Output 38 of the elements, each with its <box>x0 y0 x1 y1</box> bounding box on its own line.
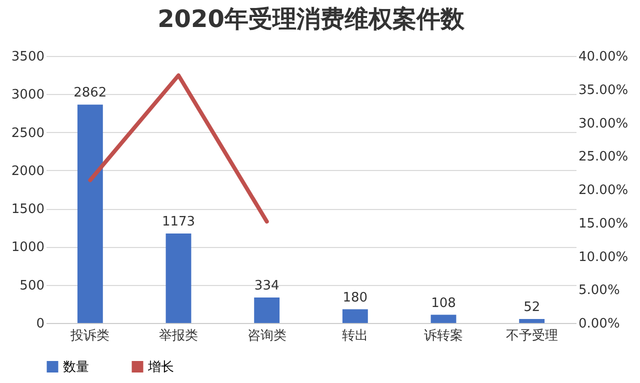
y-tick-label: 500 <box>20 278 44 294</box>
x-tick-label: 诉转案 <box>424 328 463 344</box>
y-tick-label: 2500 <box>11 126 44 141</box>
data-label: 108 <box>431 296 456 311</box>
chart-title: 2020年受理消费维权案件数 <box>158 5 466 33</box>
x-tick-label: 不予受理 <box>506 328 558 344</box>
bar <box>166 234 192 323</box>
x-tick-label: 投诉类 <box>70 328 110 344</box>
y-tick-label: 1000 <box>11 240 44 256</box>
y2-tick-label: 20.00% <box>578 183 628 198</box>
legend-label: 数量 <box>63 360 89 375</box>
legend-label: 增长 <box>147 360 174 375</box>
data-label: 1173 <box>162 214 196 230</box>
bar <box>342 309 368 323</box>
bar <box>77 104 103 323</box>
data-label: 180 <box>342 290 368 306</box>
y-tick-label: 3500 <box>11 50 44 64</box>
y-tick-label: 2000 <box>11 164 44 179</box>
x-tick-label: 转出 <box>342 328 368 344</box>
y2-tick-label: 30.00% <box>578 116 628 132</box>
y2-tick-label: 0.00% <box>578 316 620 332</box>
y2-tick-label: 10.00% <box>578 250 628 265</box>
data-label: 334 <box>254 278 280 294</box>
y-tick-label: 3000 <box>11 88 44 103</box>
bar <box>430 314 456 323</box>
y2-tick-label: 35.00% <box>578 82 628 98</box>
bar <box>519 319 545 323</box>
y-tick-label: 0 <box>36 316 44 332</box>
x-tick-label: 举报类 <box>159 328 198 344</box>
data-label: 52 <box>524 300 540 316</box>
bar <box>254 298 280 323</box>
y-tick-label: 1500 <box>11 202 44 218</box>
data-label: 2862 <box>74 86 107 101</box>
y2-tick-label: 5.00% <box>578 283 620 298</box>
y2-tick-label: 40.00% <box>578 50 628 64</box>
y2-tick-label: 15.00% <box>578 216 628 232</box>
x-tick-label: 咨询类 <box>247 328 286 344</box>
y2-tick-label: 25.00% <box>578 150 628 165</box>
